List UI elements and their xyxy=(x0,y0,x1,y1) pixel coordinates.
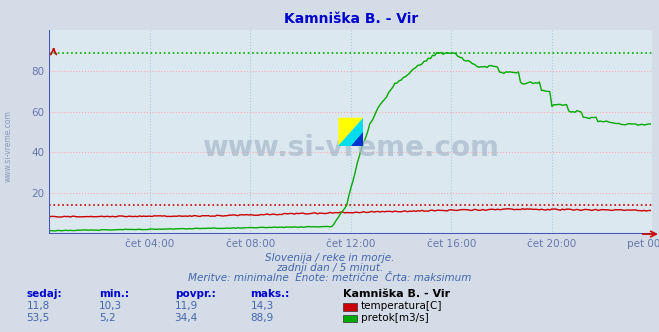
Text: povpr.:: povpr.: xyxy=(175,289,215,299)
Text: temperatura[C]: temperatura[C] xyxy=(361,301,443,311)
Text: sedaj:: sedaj: xyxy=(26,289,62,299)
Text: Meritve: minimalne  Enote: metrične  Črta: maksimum: Meritve: minimalne Enote: metrične Črta:… xyxy=(188,273,471,283)
Text: pretok[m3/s]: pretok[m3/s] xyxy=(361,313,429,323)
Title: Kamniška B. - Vir: Kamniška B. - Vir xyxy=(284,12,418,26)
Polygon shape xyxy=(338,118,364,146)
Polygon shape xyxy=(351,132,364,146)
Text: 88,9: 88,9 xyxy=(250,313,273,323)
Text: maks.:: maks.: xyxy=(250,289,290,299)
Polygon shape xyxy=(338,118,364,146)
Text: 5,2: 5,2 xyxy=(99,313,115,323)
Text: min.:: min.: xyxy=(99,289,129,299)
Text: Slovenija / reke in morje.: Slovenija / reke in morje. xyxy=(265,253,394,263)
Text: www.si-vreme.com: www.si-vreme.com xyxy=(202,134,500,162)
Text: 14,3: 14,3 xyxy=(250,301,273,311)
Text: 11,9: 11,9 xyxy=(175,301,198,311)
Text: 11,8: 11,8 xyxy=(26,301,49,311)
Text: 53,5: 53,5 xyxy=(26,313,49,323)
Text: www.si-vreme.com: www.si-vreme.com xyxy=(3,110,13,182)
Text: zadnji dan / 5 minut.: zadnji dan / 5 minut. xyxy=(276,263,383,273)
Text: 10,3: 10,3 xyxy=(99,301,122,311)
Text: Kamniška B. - Vir: Kamniška B. - Vir xyxy=(343,289,450,299)
Text: 34,4: 34,4 xyxy=(175,313,198,323)
